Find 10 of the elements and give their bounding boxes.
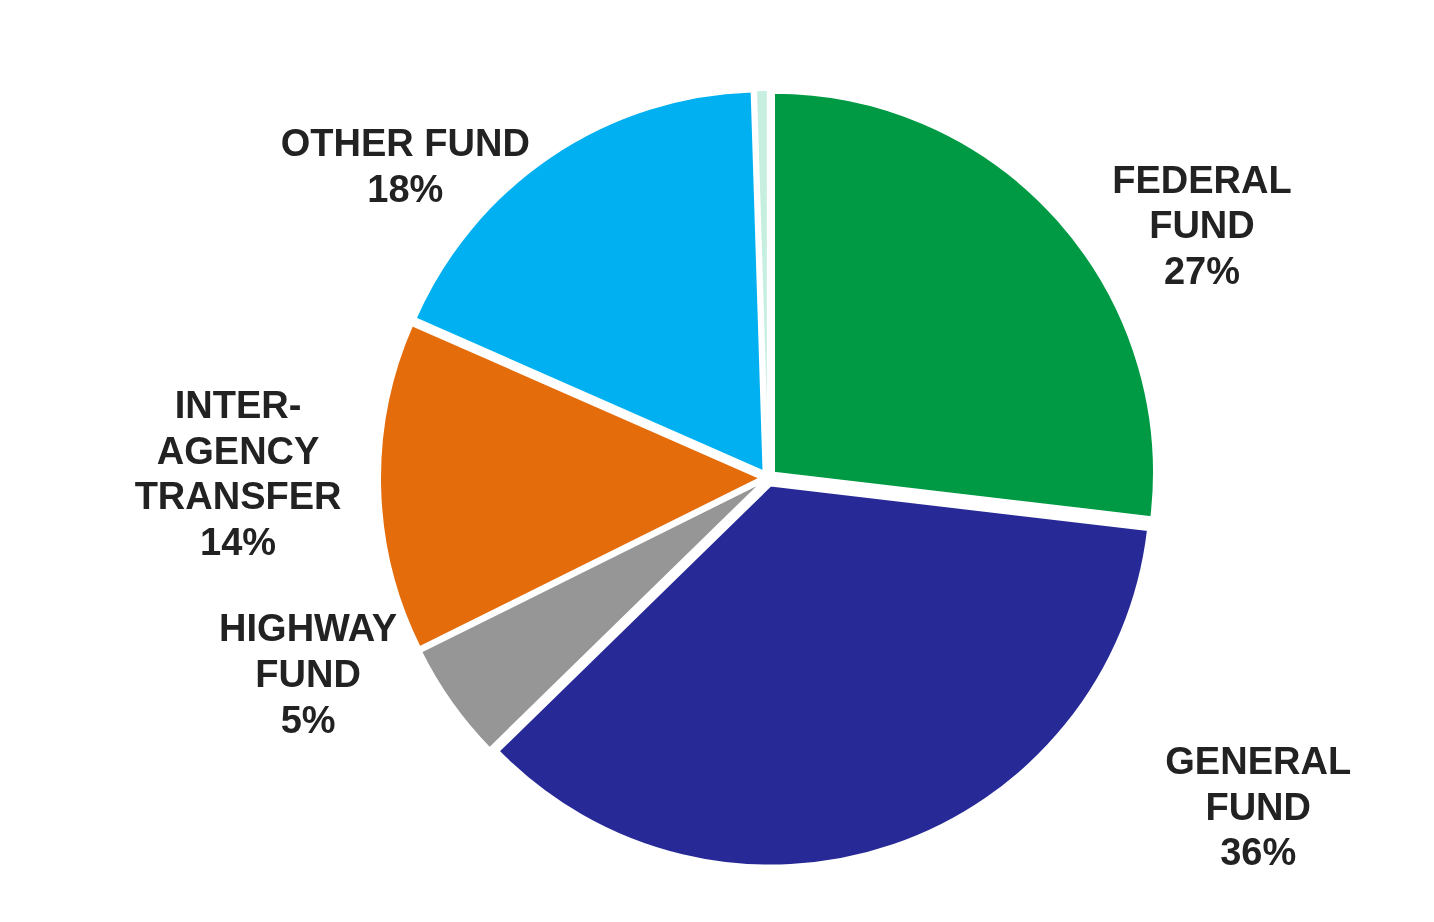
data-label: 5% [280, 698, 336, 741]
data-label: 18% [367, 167, 444, 210]
slice-label: OTHER FUND [280, 122, 530, 165]
slice-label: HIGHWAY FUND [219, 607, 398, 695]
data-label: 14% [200, 520, 277, 563]
data-label: 36% [1220, 831, 1297, 874]
slice-label: FEDERAL FUND [1112, 158, 1292, 247]
slice-label: INTER-AGENCY TRANSFER [134, 384, 342, 518]
data-label: 27% [1163, 249, 1241, 292]
slice-label: GENERAL FUND [1165, 740, 1352, 828]
